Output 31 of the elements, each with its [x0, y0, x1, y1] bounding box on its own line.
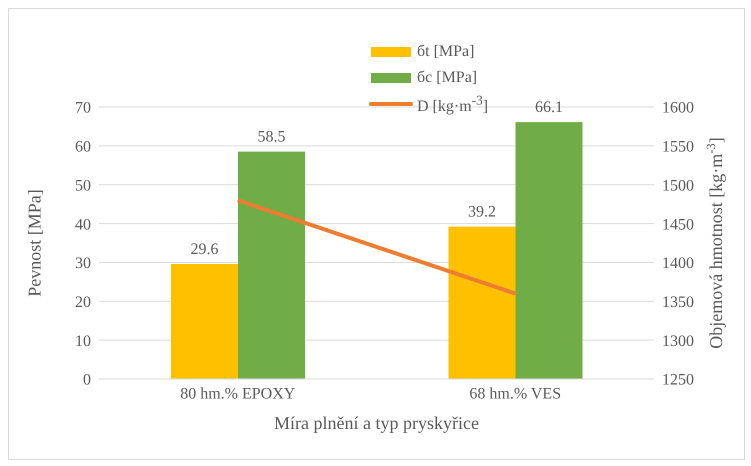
y2-tick-label: 1600 [662, 100, 694, 117]
bar [448, 226, 516, 379]
bar [516, 122, 582, 379]
y2-tick-label: 1500 [662, 177, 694, 194]
y-tick-label: 50 [75, 177, 91, 194]
data-label: 29.6 [190, 240, 218, 258]
y-tick-label: 20 [75, 294, 91, 311]
y2-tick-label: 1250 [662, 372, 694, 389]
x-tick-label: 68 hm.% VES [469, 385, 562, 402]
y2-tick-label: 1450 [662, 216, 694, 234]
x-axis-title: Míra plnění a typ pryskyřice [274, 413, 479, 433]
y2-tick-label: 1400 [662, 255, 694, 272]
bar [171, 264, 238, 379]
y-axis-title: Pevnost [MPa] [24, 189, 44, 297]
y-tick-label: 60 [75, 138, 91, 156]
legend-label: D [kg·m$^{-3}$] [417, 92, 488, 115]
y-tick-label: 70 [75, 100, 91, 117]
y-tick-label: 10 [75, 332, 91, 350]
x-tick-label: 80 hm.% EPOXY [180, 385, 296, 402]
data-label: 39.2 [468, 204, 496, 221]
data-label: 58.5 [258, 128, 286, 146]
y-tick-label: 30 [75, 255, 91, 272]
bar [238, 152, 305, 379]
y2-tick-label: 1350 [662, 294, 694, 311]
data-label: 66.1 [535, 99, 563, 116]
legend-label: бc [MPa] [417, 69, 478, 86]
y-tick-label: 0 [83, 372, 91, 389]
y-tick-label: 40 [75, 216, 91, 234]
y2-tick-label: 1300 [662, 332, 694, 350]
y2-tick-label: 1550 [662, 138, 694, 156]
legend-label: бt [MPa] [417, 43, 474, 60]
